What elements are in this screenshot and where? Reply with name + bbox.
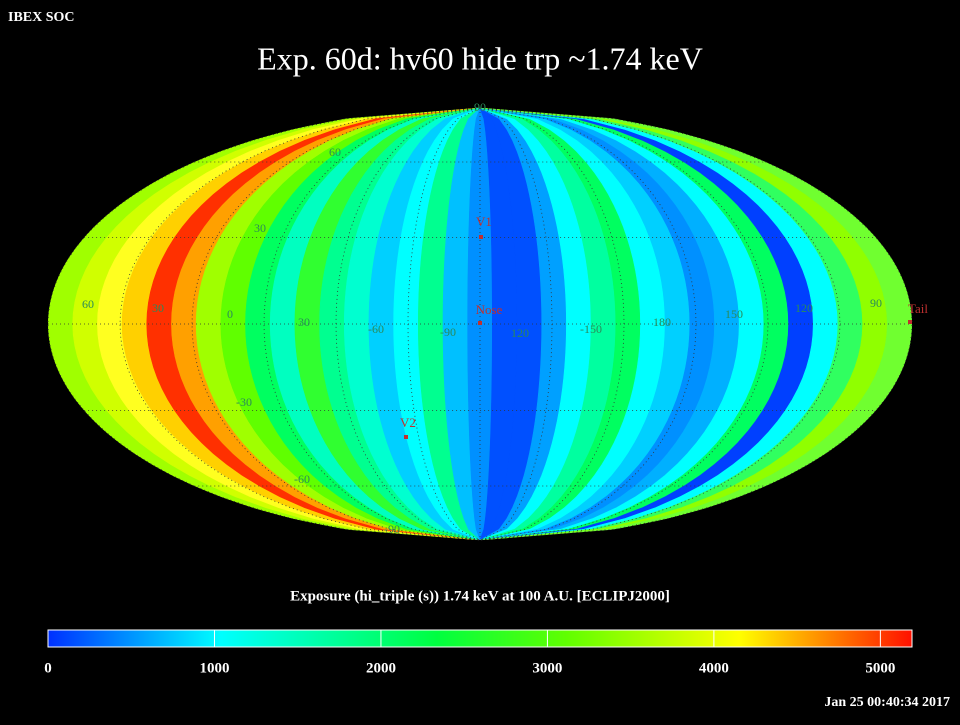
lat-label: -90 — [384, 522, 400, 536]
colorbar — [47, 629, 913, 648]
meridian — [47, 107, 481, 541]
marker-dot — [908, 320, 912, 324]
lon-label: 180 — [653, 315, 671, 329]
marker-dot — [478, 321, 482, 325]
colorbar-tick-label: 1000 — [199, 660, 229, 676]
marker-dot — [479, 235, 483, 239]
lat-label: -60 — [294, 472, 310, 486]
meridian — [479, 107, 913, 541]
markers: V1 Nose V2 Tail — [400, 214, 928, 439]
lat-label: -30 — [236, 395, 252, 409]
lon-label: 150 — [725, 307, 743, 321]
marker-label: V1 — [476, 214, 492, 229]
colorbar-tick-label: 5000 — [865, 660, 895, 676]
exposure-stripe — [479, 108, 912, 540]
lon-label: -90 — [440, 325, 456, 339]
colorbar-tick-label: 2000 — [366, 660, 396, 676]
grid-labels: 90 60 30 -30 -60 -90 60 30 0 30 -60 -90 … — [82, 100, 882, 536]
timestamp: Jan 25 00:40:34 2017 — [824, 695, 950, 710]
lon-label: -150 — [580, 322, 602, 336]
marker-label: V2 — [400, 415, 416, 430]
lon-label: -60 — [368, 322, 384, 336]
meridian — [479, 107, 697, 541]
lon-label: 120 — [795, 301, 813, 315]
colorbar-tick-label: 3000 — [532, 660, 562, 676]
marker-label: Tail — [908, 301, 928, 316]
lat-label: 90 — [474, 100, 486, 114]
corner-label: IBEX SOC — [8, 10, 75, 25]
meridian — [479, 107, 769, 541]
marker-label: Nose — [476, 302, 503, 317]
lon-label: 30 — [298, 315, 310, 329]
marker-dot — [404, 435, 408, 439]
colorbar-title: Exposure (hi_triple (s)) 1.74 keV at 100… — [290, 588, 670, 604]
meridian — [191, 107, 481, 541]
lon-label: 120 — [511, 326, 529, 340]
colorbar-ticks: 0 1000 2000 3000 4000 5000 — [44, 630, 895, 676]
meridian — [263, 107, 481, 541]
lat-label: 60 — [329, 145, 341, 159]
lon-label: 60 — [82, 297, 94, 311]
colorbar-tick-label: 4000 — [699, 660, 729, 676]
sky-map — [48, 108, 912, 540]
lon-label: 30 — [152, 301, 164, 315]
colorbar-tick-label: 0 — [44, 660, 52, 676]
lon-label: 90 — [870, 296, 882, 310]
title: Exp. 60d: hv60 hide trp ~1.74 keV — [257, 40, 703, 76]
lon-label: 0 — [227, 307, 233, 321]
lat-label: 30 — [254, 221, 266, 235]
